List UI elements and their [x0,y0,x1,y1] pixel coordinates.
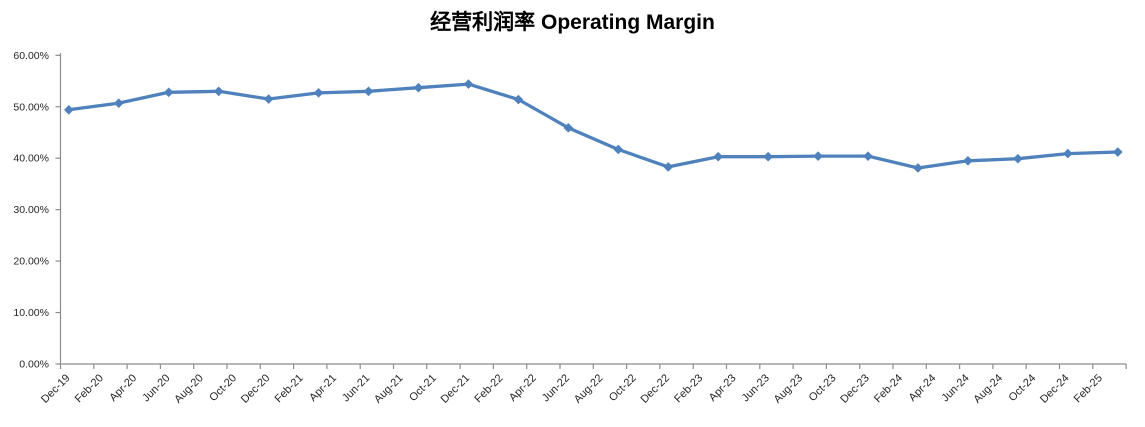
x-axis-label: Dec-23 [838,372,872,406]
data-point-marker [563,123,574,133]
data-point-marker [1063,148,1073,159]
data-point-marker [213,86,224,97]
x-axis-label: Dec-19 [39,372,73,406]
data-point-marker [663,162,674,172]
data-point-marker [313,88,324,98]
data-point-marker [1013,153,1023,164]
x-axis-label: Feb-22 [472,372,505,405]
x-axis-label: Feb-25 [1072,372,1105,405]
data-point-marker [713,151,723,162]
data-point-marker [813,151,823,161]
data-point-marker [913,163,923,173]
y-axis-label: 20.00% [13,256,49,268]
data-point-marker [463,79,474,89]
x-axis-label: Feb-20 [73,372,106,405]
x-axis-label: Dec-21 [439,372,473,406]
chart-title: 经营利润率 Operating Margin [430,11,715,34]
data-point-marker [613,144,624,155]
data-point-marker [163,87,174,98]
x-axis-label: Jun-21 [340,372,372,404]
x-axis-label: Dec-22 [638,372,672,406]
x-axis-label: Jun-23 [740,372,772,404]
data-point-marker [413,82,424,93]
data-point-marker [263,94,274,104]
x-axis-label: Dec-24 [1038,372,1072,406]
data-point-marker [963,155,973,166]
y-axis-label: 30.00% [13,204,49,216]
x-axis-label: Feb-21 [273,372,306,405]
x-axis-label: Aug-23 [772,372,806,406]
y-axis-label: 50.00% [13,101,49,113]
x-axis-label: Oct-21 [407,372,439,404]
x-axis-label: Aug-24 [971,372,1005,406]
x-axis-label: Apr-20 [107,372,139,404]
x-axis-label: Aug-20 [172,372,206,406]
x-axis-label: Feb-24 [872,372,905,405]
x-axis-label: Feb-23 [672,372,705,405]
y-axis-label: 60.00% [13,50,49,62]
x-axis-label: Apr-23 [707,372,739,404]
x-axis-label: Jun-24 [939,372,971,404]
y-axis-label: 10.00% [13,307,49,319]
margin-line-series [67,82,1120,170]
y-axis-label: 0.00% [19,359,49,371]
data-point-marker [363,86,374,97]
x-axis-label: Oct-24 [1006,372,1038,404]
x-axis-label: Jun-22 [540,372,572,404]
x-axis-label: Apr-21 [307,372,339,404]
data-point-marker [113,98,124,108]
x-axis-label: Jun-20 [140,372,172,404]
data-point-marker [513,94,524,105]
y-axis-label: 40.00% [13,153,49,165]
x-axis-label: Apr-22 [507,372,539,404]
x-axis-label: Oct-22 [607,372,639,404]
data-point-marker [1112,147,1123,157]
x-axis-label: Apr-24 [907,372,939,404]
data-point-marker [64,105,74,115]
x-axis-label: Aug-22 [572,372,606,406]
x-axis-label: Dec-20 [239,372,273,406]
data-point-marker [863,151,873,161]
x-axis-label: Oct-20 [207,372,239,404]
x-axis-label: Oct-23 [807,372,839,404]
data-point-marker [763,151,773,162]
x-axis-label: Aug-21 [372,372,406,406]
